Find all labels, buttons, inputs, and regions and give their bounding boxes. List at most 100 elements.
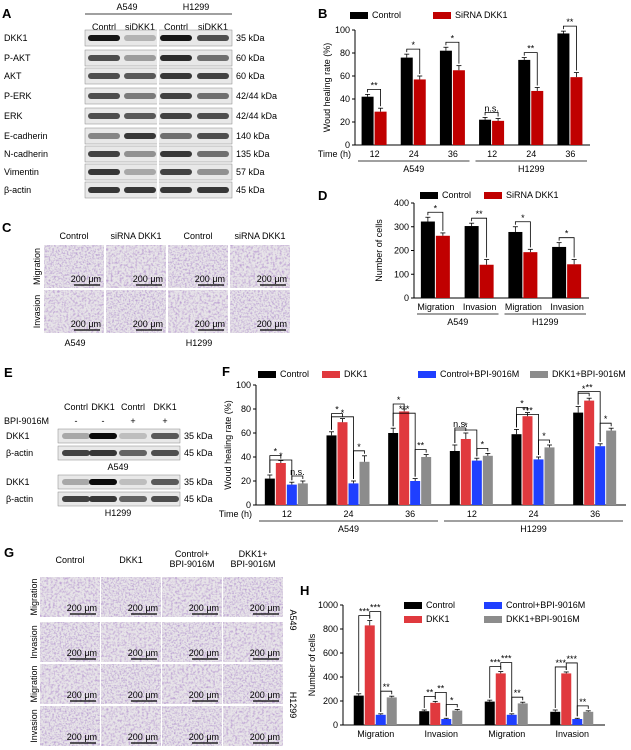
significance-label: * xyxy=(450,695,454,705)
scale-bar-label: 200 μm xyxy=(67,732,97,742)
blot-band xyxy=(160,35,192,41)
bar xyxy=(517,703,528,725)
bar xyxy=(430,702,441,725)
protein-label: N-cadherin xyxy=(4,149,48,159)
significance-bracket xyxy=(331,416,354,479)
bar xyxy=(388,433,399,505)
micrograph-cells xyxy=(162,622,222,662)
bar xyxy=(400,57,413,145)
kda-label: 140 kDa xyxy=(236,131,270,141)
legend-swatch xyxy=(322,371,340,378)
legend-swatch xyxy=(258,371,276,378)
significance-label: ** xyxy=(476,209,484,219)
x-tick-label: Invasion xyxy=(424,729,458,739)
panel-d-label: D xyxy=(318,188,327,203)
row-label: Invasion xyxy=(32,295,42,329)
blot-band xyxy=(124,169,156,175)
bar xyxy=(419,711,430,725)
y-tick-label: 80 xyxy=(340,48,350,58)
bar xyxy=(544,447,555,505)
bar xyxy=(420,221,435,298)
bar xyxy=(375,714,386,725)
micrograph-cells xyxy=(230,245,290,288)
significance-bracket xyxy=(367,89,381,107)
protein-label: AKT xyxy=(4,71,22,81)
significance-label: * xyxy=(341,408,345,418)
bar xyxy=(439,50,452,146)
blot-band xyxy=(197,169,229,175)
bar xyxy=(464,226,479,298)
legend-label: DKK1+BPI-9016M xyxy=(506,614,580,624)
kda-label: 35 kDa xyxy=(236,33,265,43)
blot-band xyxy=(160,187,192,193)
bar xyxy=(482,455,493,505)
bar xyxy=(326,435,337,505)
bar xyxy=(441,719,452,725)
x-tick-label: 24 xyxy=(343,509,353,519)
y-axis-label: Woud healing rate (%) xyxy=(223,400,233,489)
bar xyxy=(573,412,584,505)
scale-bar-label: 200 μm xyxy=(257,274,287,284)
y-tick-label: 400 xyxy=(394,198,409,208)
bar xyxy=(275,463,286,505)
blot-band xyxy=(88,133,120,139)
cell-line-label: A549 xyxy=(64,338,85,348)
micrograph-cells xyxy=(223,577,283,617)
y-axis-label: Woud healing rate (%) xyxy=(322,43,332,132)
treatment-sign: + xyxy=(162,416,167,426)
blot-band xyxy=(88,187,120,193)
x-tick-label: Invasion xyxy=(463,302,497,312)
column-label: DKK1 xyxy=(119,555,143,565)
scale-bar-label: 200 μm xyxy=(71,274,101,284)
blot-band xyxy=(88,55,120,61)
blot-band xyxy=(124,133,156,139)
significance-label: ** xyxy=(586,383,594,393)
significance-label: * xyxy=(464,421,468,431)
micrograph-cells xyxy=(162,577,222,617)
significance-label: * xyxy=(565,229,569,239)
row-label: Invasion xyxy=(29,709,39,743)
micrograph-cells xyxy=(106,290,166,333)
blot-band xyxy=(88,113,120,119)
legend-label: DKK1 xyxy=(344,369,368,379)
significance-bracket xyxy=(445,41,460,64)
x-tick-label: 36 xyxy=(565,149,575,159)
column-label: siRNA DKK1 xyxy=(234,231,285,241)
significance-bracket xyxy=(599,422,612,442)
legend-label: Control xyxy=(280,369,309,379)
legend-label: Control xyxy=(426,600,455,610)
legend-label: Control+BPI-9016M xyxy=(506,600,585,610)
kda-label: 45 kDa xyxy=(236,185,265,195)
significance-bracket xyxy=(514,221,531,248)
micrograph-cells xyxy=(40,577,100,617)
significance-label: * xyxy=(357,442,361,452)
significance-label: ** xyxy=(371,80,379,90)
panel-c-label: C xyxy=(2,220,12,235)
blot-band xyxy=(119,496,147,502)
lane-label: DKK1 xyxy=(153,402,177,412)
protein-label: DKK1 xyxy=(6,431,30,441)
significance-bracket xyxy=(414,449,427,477)
significance-bracket xyxy=(471,217,488,258)
bar xyxy=(364,625,375,725)
micrograph-cells xyxy=(168,245,228,288)
y-tick-label: 60 xyxy=(241,428,251,438)
cell-line-label: H1299 xyxy=(288,692,298,719)
lane-label: Contrl xyxy=(92,22,116,32)
micrograph-cells xyxy=(223,706,283,746)
cell-line-label: A549 xyxy=(288,609,298,630)
y-tick-label: 60 xyxy=(340,71,350,81)
bar xyxy=(479,264,494,298)
lane-label: DKK1 xyxy=(91,402,115,412)
panel-a: A A549 H1299 Contrl siDKK1 Contrl siDKK1… xyxy=(2,2,277,200)
blot-band xyxy=(160,151,192,157)
blot-band xyxy=(88,151,120,157)
significance-label: *** xyxy=(370,603,381,613)
bar xyxy=(567,264,582,298)
blot-group-label: A549 xyxy=(116,2,137,12)
legend-label: Control xyxy=(372,10,401,20)
significance-bracket xyxy=(269,459,293,481)
